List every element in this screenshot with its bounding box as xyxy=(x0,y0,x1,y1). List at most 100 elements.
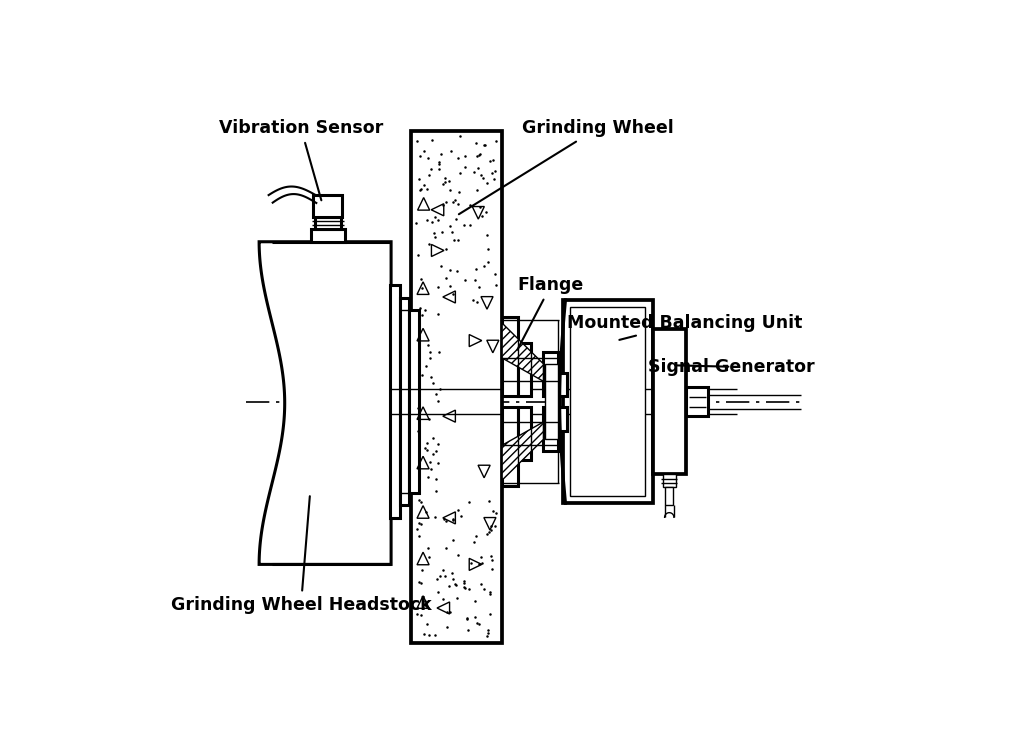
Polygon shape xyxy=(502,323,544,381)
Point xyxy=(427,231,443,243)
Point xyxy=(486,268,503,280)
Point xyxy=(470,281,486,293)
Point xyxy=(418,506,434,518)
Point xyxy=(442,145,459,157)
Point xyxy=(467,274,483,286)
Point xyxy=(480,255,497,267)
Bar xyxy=(502,408,518,486)
Point xyxy=(414,369,430,381)
Point xyxy=(484,166,501,178)
Point xyxy=(468,529,484,541)
Point xyxy=(469,150,485,162)
Point xyxy=(423,162,439,174)
Point xyxy=(456,575,472,587)
Bar xyxy=(311,229,345,242)
Point xyxy=(417,304,433,316)
Point xyxy=(457,274,473,286)
Point xyxy=(422,352,438,364)
Polygon shape xyxy=(259,242,391,565)
Bar xyxy=(412,131,502,643)
Point xyxy=(487,279,504,291)
Point xyxy=(422,455,438,467)
Point xyxy=(468,263,484,276)
Point xyxy=(434,226,451,239)
Point xyxy=(481,155,498,167)
Point xyxy=(478,630,495,643)
Point xyxy=(427,473,443,485)
Point xyxy=(435,199,452,211)
Point xyxy=(413,577,429,589)
Point xyxy=(427,630,443,642)
Point xyxy=(413,519,429,531)
Point xyxy=(410,402,426,414)
Point xyxy=(438,606,455,618)
Point xyxy=(412,495,428,507)
Point xyxy=(466,611,482,623)
Point xyxy=(436,570,453,582)
Point xyxy=(452,167,468,179)
Point xyxy=(420,542,436,554)
Point xyxy=(484,563,501,575)
Point xyxy=(485,153,502,165)
Point xyxy=(424,217,440,229)
Point xyxy=(414,609,430,621)
Point xyxy=(460,624,476,636)
Point xyxy=(431,163,447,175)
Point xyxy=(480,627,497,639)
Point xyxy=(488,507,505,519)
Point xyxy=(471,149,487,162)
Point xyxy=(425,377,441,389)
Point xyxy=(445,196,462,208)
Point xyxy=(475,140,492,152)
Point xyxy=(443,567,460,579)
Point xyxy=(449,265,465,277)
Point xyxy=(463,557,479,569)
Point xyxy=(475,171,492,183)
Point xyxy=(450,199,466,211)
Point xyxy=(486,519,503,532)
Point xyxy=(431,346,447,358)
Point xyxy=(411,530,427,542)
Point xyxy=(451,234,467,246)
Point xyxy=(471,558,487,570)
Point xyxy=(419,436,435,448)
Point xyxy=(432,383,449,395)
Bar xyxy=(544,352,558,396)
Point xyxy=(483,524,500,536)
Point xyxy=(430,307,446,319)
Point xyxy=(411,576,427,588)
Point xyxy=(412,149,428,162)
Point xyxy=(451,186,467,198)
Point xyxy=(441,606,458,618)
Point xyxy=(468,137,484,149)
Point xyxy=(467,595,483,607)
Bar xyxy=(314,217,341,229)
Point xyxy=(428,388,444,400)
Bar xyxy=(409,310,419,493)
Point xyxy=(469,296,485,308)
Point xyxy=(417,595,433,607)
Point xyxy=(457,582,473,594)
Point xyxy=(469,617,485,629)
Point xyxy=(449,593,465,605)
Bar xyxy=(545,364,558,439)
Point xyxy=(439,621,456,633)
Point xyxy=(445,513,462,525)
Point xyxy=(416,145,432,157)
Point xyxy=(419,214,435,226)
Point xyxy=(435,513,452,525)
Bar xyxy=(558,408,566,430)
Point xyxy=(482,550,499,562)
Point xyxy=(444,513,461,525)
Point xyxy=(420,339,436,351)
Point xyxy=(414,282,430,294)
Point xyxy=(480,495,497,507)
Point xyxy=(430,438,446,450)
Text: Flange: Flange xyxy=(517,276,584,350)
Point xyxy=(457,149,473,162)
Point xyxy=(445,234,462,246)
Point xyxy=(459,612,475,624)
Point xyxy=(429,574,445,586)
Bar xyxy=(390,285,400,518)
Bar xyxy=(663,474,676,487)
